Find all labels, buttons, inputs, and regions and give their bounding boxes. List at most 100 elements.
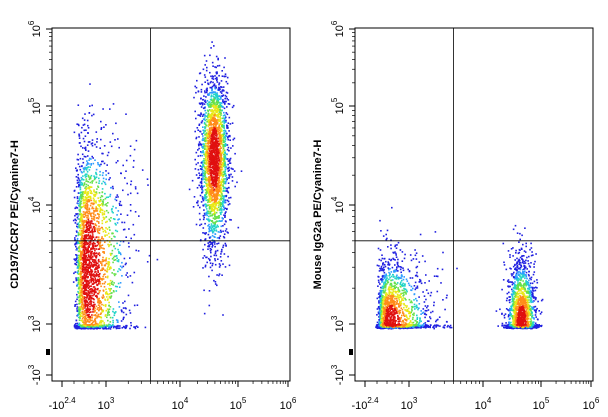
data-point <box>226 208 228 211</box>
data-point <box>79 188 82 191</box>
data-point <box>110 324 113 327</box>
data-point <box>88 228 90 230</box>
data-point <box>92 324 95 327</box>
data-point <box>111 292 113 294</box>
data-point <box>90 301 93 303</box>
data-point <box>210 189 212 191</box>
data-point <box>83 140 86 143</box>
data-point <box>91 237 93 239</box>
data-point <box>224 140 226 143</box>
data-point <box>216 119 219 121</box>
data-point <box>82 124 85 126</box>
data-point <box>82 137 85 140</box>
data-point <box>214 218 217 220</box>
data-point <box>93 254 96 256</box>
data-point <box>86 259 88 261</box>
data-point <box>193 196 196 198</box>
data-point <box>103 296 105 298</box>
data-point <box>79 142 81 144</box>
data-point <box>231 167 233 170</box>
data-point <box>214 216 216 218</box>
data-point <box>228 169 230 171</box>
data-point <box>105 174 107 176</box>
data-point <box>234 185 236 188</box>
data-point <box>89 105 91 107</box>
data-point <box>215 139 218 142</box>
data-point <box>200 180 203 183</box>
data-point <box>206 145 209 147</box>
data-point <box>103 251 105 253</box>
data-point <box>78 240 81 243</box>
data-point <box>203 95 205 97</box>
data-point <box>84 266 86 269</box>
data-point <box>200 184 203 187</box>
data-point <box>203 118 205 120</box>
data-point <box>74 322 77 325</box>
data-point <box>94 325 96 328</box>
data-point <box>88 326 90 328</box>
data-point <box>125 262 127 265</box>
data-point <box>93 225 95 228</box>
data-point <box>202 199 205 202</box>
data-point <box>216 249 219 252</box>
data-point <box>204 126 206 128</box>
data-point <box>73 326 76 328</box>
data-point <box>93 274 96 276</box>
data-point <box>208 223 210 226</box>
data-point <box>74 218 76 221</box>
data-point <box>232 138 235 141</box>
data-point <box>104 264 106 267</box>
data-point <box>207 215 210 218</box>
data-point <box>219 111 222 114</box>
data-point <box>74 305 76 307</box>
data-point <box>99 211 102 213</box>
data-point <box>225 112 228 114</box>
data-point <box>197 155 200 157</box>
data-point <box>116 260 119 262</box>
data-point <box>217 132 219 135</box>
data-point <box>81 318 84 320</box>
data-point <box>81 222 83 224</box>
data-point <box>88 294 91 297</box>
data-point <box>104 314 107 316</box>
data-point <box>219 187 221 190</box>
data-point <box>216 153 219 155</box>
data-point <box>88 187 90 190</box>
data-point <box>85 188 87 190</box>
data-point <box>106 220 108 223</box>
data-point <box>76 296 79 298</box>
data-point <box>91 324 94 327</box>
data-point <box>118 306 121 308</box>
data-point <box>95 280 97 283</box>
data-point <box>93 227 96 229</box>
data-point <box>214 125 216 128</box>
data-point <box>195 136 198 139</box>
data-point <box>223 223 226 226</box>
data-point <box>98 301 100 303</box>
data-point <box>84 135 87 137</box>
data-point <box>98 266 100 268</box>
data-point <box>96 295 98 298</box>
data-point <box>224 216 226 218</box>
data-point <box>95 200 97 202</box>
data-point <box>99 227 101 230</box>
data-point <box>209 116 212 119</box>
data-point <box>95 272 98 275</box>
data-point <box>106 228 109 230</box>
data-point <box>89 297 92 299</box>
data-point <box>213 98 215 100</box>
data-point <box>85 197 88 199</box>
data-point <box>228 149 230 152</box>
data-point <box>91 206 94 208</box>
data-point <box>214 283 217 285</box>
data-point <box>83 326 85 328</box>
data-point <box>218 98 221 101</box>
data-point <box>77 314 79 316</box>
data-point <box>221 167 224 169</box>
data-point <box>104 204 106 206</box>
data-point <box>82 263 85 266</box>
data-point <box>99 260 102 263</box>
data-point <box>128 309 131 312</box>
data-point <box>90 264 92 266</box>
data-point <box>93 310 96 313</box>
